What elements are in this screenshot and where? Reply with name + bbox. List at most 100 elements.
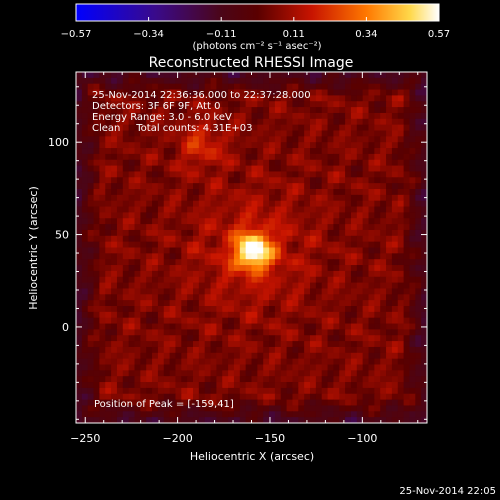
heatmap-cell bbox=[245, 417, 253, 423]
heatmap-cell bbox=[356, 253, 364, 260]
heatmap-cell bbox=[111, 288, 118, 295]
heatmap-cell bbox=[169, 206, 177, 213]
heatmap-cell bbox=[111, 399, 118, 407]
heatmap-cell bbox=[87, 399, 95, 407]
heatmap-cell bbox=[310, 235, 317, 243]
heatmap-cell bbox=[204, 177, 212, 184]
heatmap-cell bbox=[403, 153, 411, 161]
heatmap-cell bbox=[193, 101, 200, 108]
heatmap-cell bbox=[310, 189, 317, 196]
heatmap-cell bbox=[269, 300, 276, 307]
heatmap-cell bbox=[333, 148, 340, 155]
heatmap-cell bbox=[140, 165, 147, 173]
heatmap-cell bbox=[76, 370, 83, 377]
heatmap-cell bbox=[286, 183, 294, 190]
heatmap-cell bbox=[87, 101, 95, 108]
heatmap-cell bbox=[122, 288, 130, 295]
heatmap-cell bbox=[409, 358, 416, 366]
heatmap-cell bbox=[81, 300, 89, 307]
heatmap-cell bbox=[187, 376, 194, 383]
heatmap-cell bbox=[111, 212, 118, 219]
heatmap-cell bbox=[304, 311, 311, 319]
colorbar-tick-label: −0.11 bbox=[206, 29, 237, 40]
heatmap-cell bbox=[198, 112, 206, 120]
heatmap-cell bbox=[245, 112, 253, 120]
heatmap-cell bbox=[321, 411, 329, 418]
heatmap-cell bbox=[274, 253, 282, 260]
heatmap-cell bbox=[391, 393, 399, 401]
heatmap-cell bbox=[339, 323, 346, 330]
heatmap-cell bbox=[175, 241, 182, 249]
heatmap-cell bbox=[257, 276, 264, 284]
heatmap-cell bbox=[298, 387, 305, 395]
heatmap-cell bbox=[380, 364, 387, 371]
heatmap-cell bbox=[310, 177, 317, 184]
heatmap-cell bbox=[257, 136, 264, 143]
heatmap-cell bbox=[403, 253, 411, 260]
heatmap-cell bbox=[228, 95, 235, 102]
heatmap-cell bbox=[134, 364, 141, 371]
heatmap-cell bbox=[286, 387, 294, 395]
heatmap-cell bbox=[386, 224, 393, 231]
heatmap-cell bbox=[93, 118, 100, 126]
heatmap-cell bbox=[274, 206, 282, 213]
heatmap-cell bbox=[339, 352, 346, 360]
heatmap-cell bbox=[99, 282, 106, 290]
heatmap-cell bbox=[187, 83, 194, 91]
heatmap-cell bbox=[298, 417, 305, 423]
heatmap-cell bbox=[368, 382, 375, 389]
heatmap-cell bbox=[280, 183, 288, 190]
heatmap-cell bbox=[175, 124, 182, 132]
heatmap-cell bbox=[169, 265, 177, 272]
heatmap-cell bbox=[181, 183, 188, 190]
heatmap-cell bbox=[386, 270, 393, 278]
heatmap-cell bbox=[93, 259, 100, 266]
heatmap-cell bbox=[263, 200, 270, 208]
heatmap-cell bbox=[280, 153, 288, 161]
heatmap-cell bbox=[239, 317, 247, 325]
heatmap-cell bbox=[339, 136, 346, 143]
heatmap-cell bbox=[204, 194, 212, 202]
heatmap-cell bbox=[315, 405, 323, 412]
heatmap-cell bbox=[93, 171, 100, 178]
heatmap-cell bbox=[327, 270, 334, 278]
heatmap-cell bbox=[298, 276, 305, 284]
heatmap-cell bbox=[251, 259, 258, 266]
heatmap-cell bbox=[76, 311, 83, 319]
heatmap-cell bbox=[409, 265, 416, 272]
colorbar-units-label: (photons cm⁻² s⁻¹ asec⁻²) bbox=[192, 41, 321, 52]
heatmap-cell bbox=[251, 294, 258, 301]
heatmap-cell bbox=[152, 229, 159, 237]
heatmap-cell bbox=[204, 218, 212, 225]
heatmap-cell bbox=[386, 148, 393, 155]
heatmap-cell bbox=[415, 382, 422, 389]
heatmap-cell bbox=[122, 358, 130, 366]
heatmap-cell bbox=[304, 323, 311, 330]
heatmap-cell bbox=[386, 101, 393, 108]
heatmap-cell bbox=[146, 171, 153, 178]
heatmap-cell bbox=[222, 300, 229, 307]
heatmap-cell bbox=[187, 142, 194, 149]
heatmap-cell bbox=[81, 224, 89, 231]
heatmap-cell bbox=[310, 341, 317, 348]
heatmap-cell bbox=[403, 247, 411, 254]
heatmap-cell bbox=[111, 294, 118, 301]
heatmap-cell bbox=[380, 136, 387, 143]
heatmap-cell bbox=[362, 200, 370, 208]
heatmap-cell bbox=[122, 393, 130, 401]
heatmap-cell bbox=[87, 165, 95, 173]
heatmap-cell bbox=[415, 148, 422, 155]
heatmap-cell bbox=[310, 171, 317, 178]
heatmap-cell bbox=[274, 323, 282, 330]
heatmap-cell bbox=[310, 142, 317, 149]
heatmap-cell bbox=[99, 72, 106, 79]
heatmap-cell bbox=[111, 72, 118, 79]
heatmap-cell bbox=[210, 300, 217, 307]
heatmap-cell bbox=[216, 405, 223, 412]
heatmap-cell bbox=[111, 358, 118, 366]
heatmap-cell bbox=[304, 370, 311, 377]
heatmap-cell bbox=[233, 118, 241, 126]
heatmap-cell bbox=[339, 364, 346, 371]
heatmap-cell bbox=[228, 335, 235, 342]
heatmap-cell bbox=[81, 294, 89, 301]
